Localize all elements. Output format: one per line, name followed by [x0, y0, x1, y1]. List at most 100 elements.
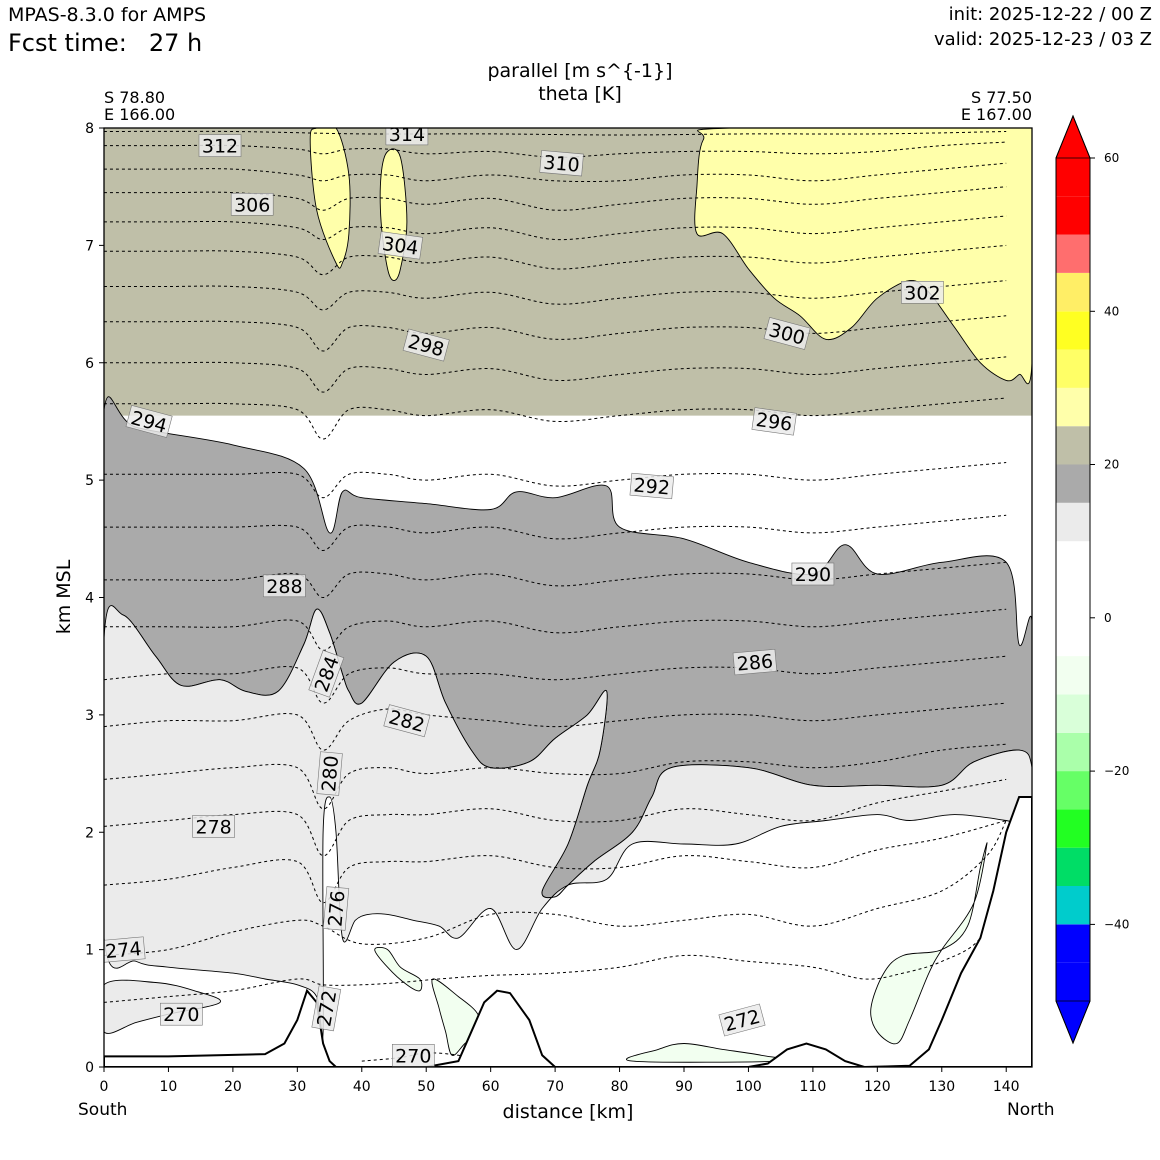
theta-label-270: 270	[391, 1044, 435, 1067]
theta-label-272: 272	[718, 1003, 766, 1037]
theta-label-314: 314	[385, 124, 429, 146]
valid-time: valid: 2025-12-23 / 03 Z	[934, 29, 1152, 50]
colorbar-tick-label: −40	[1104, 917, 1129, 931]
theta-label-box	[104, 936, 146, 963]
y-axis: 0 1 2 3 4 5 6 7 8	[85, 121, 104, 1076]
colorbar-tick-label: 60	[1104, 151, 1119, 165]
x-tick-label: 30	[288, 1079, 306, 1095]
theta-label-274: 274	[104, 936, 146, 963]
colorbar-band	[1056, 502, 1090, 542]
x-tick-label: 90	[675, 1079, 693, 1095]
theta-label-box	[263, 574, 306, 598]
theta-label-box	[402, 328, 450, 362]
theta-label-text: 292	[633, 474, 671, 499]
theta-label-text: 302	[904, 282, 940, 304]
y-tick-label: 8	[85, 121, 94, 137]
colorbar-outline	[1055, 114, 1091, 1045]
title-line-1: parallel [m s^{-1}]	[487, 60, 673, 82]
x-tick-label: 140	[993, 1079, 1020, 1095]
colorbar-under-arrow	[1055, 1000, 1091, 1045]
theta-contour-278	[104, 778, 1007, 857]
x-tick-label: 70	[546, 1079, 564, 1095]
chart-title-parallel: parallel [m s^{-1}]	[0, 60, 1160, 82]
region-green-1	[374, 946, 423, 992]
theta-label-box	[383, 704, 431, 738]
theta-label-text: 306	[234, 194, 270, 216]
theta-contour-280	[104, 743, 1007, 810]
colorbar-band	[1056, 847, 1090, 886]
x-tick-label: 120	[864, 1079, 891, 1095]
theta-contour-312	[104, 130, 1007, 136]
x-tick-label: 100	[735, 1079, 762, 1095]
init-time: init: 2025-12-22 / 00 Z	[948, 4, 1152, 25]
x-tick-label: 130	[928, 1079, 955, 1095]
colorbar: 60 40 20 0 −20 −40	[1055, 114, 1129, 1045]
theta-label-box	[791, 562, 835, 586]
y-tick-label: 4	[85, 591, 94, 607]
region-yellow-1	[309, 128, 351, 269]
colorbar-band	[1056, 234, 1090, 273]
colorbar-band	[1056, 924, 1090, 963]
theta-contour-276	[104, 820, 1007, 904]
colorbar-band	[1056, 387, 1090, 427]
theta-label-box	[385, 128, 429, 146]
region-green-3	[625, 1043, 789, 1063]
theta-label-292: 292	[629, 472, 675, 500]
theta-label-text: 312	[202, 136, 238, 158]
theta-label-310: 310	[539, 150, 584, 177]
theta-label-text: 278	[195, 816, 231, 838]
theta-label-302: 302	[901, 280, 944, 304]
theta-label-text: 270	[395, 1045, 431, 1067]
title-line-2: theta [K]	[538, 83, 622, 105]
x-tick-label: 0	[100, 1079, 109, 1095]
x-tick-label: 40	[353, 1079, 371, 1095]
theta-contour-274	[104, 820, 1007, 956]
x-tick-label: 80	[611, 1079, 629, 1095]
theta-label-270: 270	[160, 1002, 203, 1026]
south-label: South	[78, 1100, 128, 1120]
theta-label-box	[230, 193, 274, 216]
left-lat: S 78.80	[104, 88, 166, 107]
theta-label-296: 296	[751, 407, 797, 436]
colorbar-band	[1056, 732, 1090, 772]
region-light	[104, 605, 1032, 1040]
theta-label-box	[322, 886, 350, 931]
x-tick-label: 60	[482, 1079, 500, 1095]
theta-label-box	[763, 316, 811, 350]
theta-label-text: 290	[795, 564, 831, 586]
colorbar-band	[1056, 311, 1090, 350]
theta-label-280: 280	[316, 751, 343, 796]
theta-contour-290	[104, 514, 1007, 552]
theta-label-box	[732, 648, 778, 676]
theta-label-box	[311, 985, 342, 1032]
theta-label-278: 278	[192, 815, 235, 838]
left-endpoint-coords: S 78.80 E 166.00	[104, 89, 175, 123]
theta-label-312: 312	[198, 134, 242, 158]
colorbar-band	[1056, 426, 1090, 465]
theta-label-286: 286	[732, 648, 778, 676]
theta-label-text: 272	[722, 1006, 763, 1037]
theta-label-text: 304	[381, 233, 420, 260]
theta-contour-284	[104, 655, 1007, 704]
colorbar-band	[1056, 656, 1090, 695]
theta-label-box	[751, 407, 797, 436]
theta-label-box	[539, 150, 584, 177]
theta-contour-286	[104, 608, 1007, 651]
plot-area: 3123143103063043023002982962942922902882…	[104, 124, 1032, 1067]
theta-label-box	[316, 751, 343, 796]
y-axis-label: km MSL	[53, 559, 75, 634]
theta-label-text: 314	[389, 124, 425, 146]
colorbar-band	[1056, 962, 1090, 1001]
theta-contour-272	[104, 832, 1020, 1003]
x-tick-label: 10	[160, 1079, 178, 1095]
y-tick-label: 5	[85, 473, 94, 489]
colorbar-band	[1056, 771, 1090, 810]
theta-contour-298	[104, 315, 1007, 352]
theta-label-text: 270	[163, 1004, 199, 1026]
right-lat: S 77.50	[970, 88, 1032, 107]
colorbar-band	[1056, 158, 1090, 197]
north-label: North	[1007, 1100, 1055, 1120]
x-tick-label: 50	[417, 1079, 435, 1095]
forecast-time: Fcst time: 27 h	[8, 29, 202, 57]
